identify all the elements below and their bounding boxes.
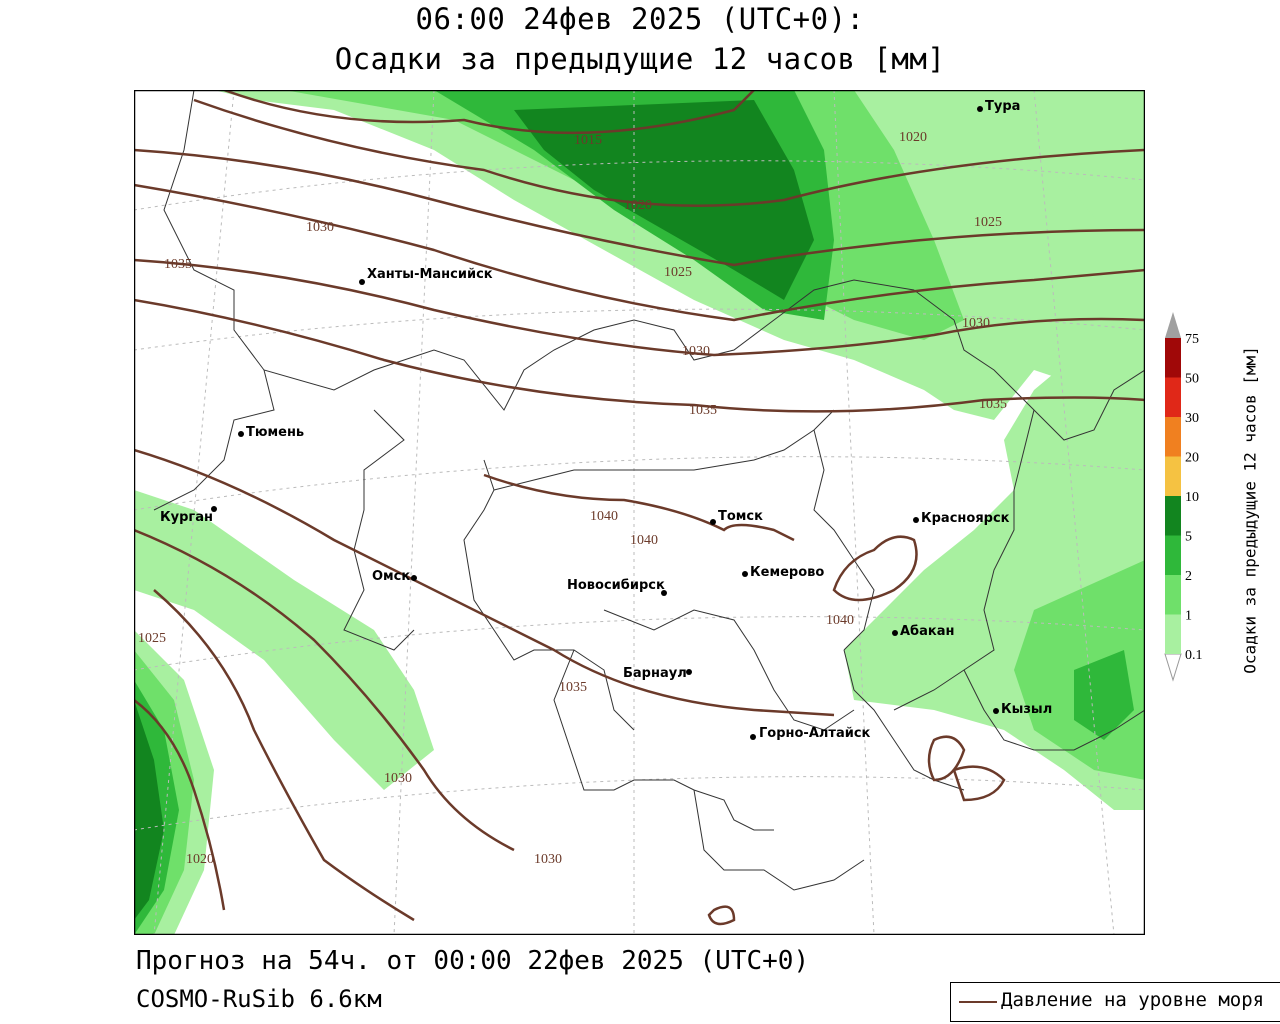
map-frame [134, 90, 1145, 935]
colorbar-segment [1165, 456, 1181, 496]
colorbar-segment [1165, 338, 1181, 378]
isobar-label: 1020 [624, 198, 652, 213]
colorbar-segment [1165, 496, 1181, 536]
city-label: Курган [160, 510, 213, 525]
precipitation-colorbar: 0.1 1 2 5 10 20 30 50 75 [1164, 312, 1203, 682]
colorbar-tick-label: 50 [1185, 372, 1199, 387]
map-title: 06:00 24фев 2025 (UTC+0): [415, 2, 865, 36]
graticule [134, 90, 1145, 935]
isobar-labels: 1015 1020 1020 1025 1025 1030 1030 1030 … [138, 130, 1007, 867]
isobar-label: 1040 [590, 509, 618, 524]
city-marker [359, 279, 365, 285]
precipitation-map: 1015 1020 1020 1025 1025 1030 1030 1030 … [134, 90, 1145, 935]
city-label: Томск [718, 509, 763, 524]
isobar-label: 1030 [962, 316, 990, 331]
precip-east-dark [1074, 650, 1134, 740]
region-borders [153, 90, 1145, 891]
isobar-label: 1030 [384, 771, 412, 786]
precip-band-darkest-north [514, 100, 814, 300]
colorbar-title: Осадки за предыдущие 12 часов [мм] [1240, 346, 1260, 674]
colorbar-tick-label: 5 [1185, 530, 1192, 545]
colorbar-tick-label: 1 [1185, 609, 1192, 624]
isobar-legend-label: Давление на уровне моря [1001, 989, 1265, 1011]
city-marker [892, 630, 898, 636]
colorbar-upper-triangle [1165, 312, 1181, 338]
isobar-label: 1025 [974, 215, 1002, 230]
isobar-label: 1040 [826, 613, 854, 628]
city-marker [750, 734, 756, 740]
colorbar-segment [1165, 575, 1181, 615]
map-subtitle: Осадки за предыдущие 12 часов [мм] [334, 42, 946, 76]
city-label: Тюмень [246, 425, 304, 440]
city-marker [411, 575, 417, 581]
isobars [134, 90, 1145, 926]
cities: Тура Ханты-Мансийск Тюмень Курган Омск Н… [160, 99, 1052, 741]
city-label: Кемерово [750, 565, 824, 580]
city-label: Абакан [900, 624, 955, 639]
precip-southwest-darkest [134, 700, 164, 920]
isobar-legend: Давление на уровне моря [950, 982, 1280, 1022]
colorbar-tick-labels: 0.1 1 2 5 10 20 30 50 75 [1185, 332, 1203, 663]
colorbar-tick-label: 10 [1185, 490, 1199, 505]
colorbar-segment [1165, 614, 1181, 654]
city-marker [977, 106, 983, 112]
isobar-label: 1035 [689, 403, 717, 418]
colorbar-tick-label: 0.1 [1185, 648, 1203, 663]
isobar-label: 1030 [682, 344, 710, 359]
city-label: Ханты-Мансийск [367, 267, 493, 282]
city-label: Горно-Алтайск [759, 726, 871, 741]
isobar-label: 1035 [559, 680, 587, 695]
isobar-label: 1025 [138, 631, 166, 646]
city-marker [742, 571, 748, 577]
colorbar-tick-label: 30 [1185, 411, 1199, 426]
isobar-label: 1030 [534, 852, 562, 867]
colorbar-tick-label: 75 [1185, 332, 1199, 347]
city-label: Омск [372, 569, 410, 584]
colorbar-tick-label: 2 [1185, 569, 1192, 584]
isobar-label: 1020 [186, 852, 214, 867]
city-label: Кызыл [1001, 702, 1052, 717]
city-marker [993, 708, 999, 714]
isobar-legend-line [959, 1001, 997, 1003]
forecast-info: Прогноз на 54ч. от 00:00 22фев 2025 (UTC… [136, 946, 810, 976]
model-name: COSMO-RuSib 6.6км [136, 985, 382, 1013]
city-marker [686, 669, 692, 675]
colorbar-lower-triangle [1164, 653, 1182, 682]
isobar-label: 1025 [664, 265, 692, 280]
isobar-label: 1040 [630, 533, 658, 548]
colorbar-tick-label: 20 [1185, 451, 1199, 466]
city-marker [710, 519, 716, 525]
isobar-label: 1020 [899, 130, 927, 145]
colorbar-segment [1165, 535, 1181, 575]
city-label: Красноярск [921, 511, 1010, 526]
city-label: Новосибирск [567, 578, 665, 593]
city-marker [211, 506, 217, 512]
colorbar-segments [1164, 312, 1182, 682]
city-label: Тура [985, 99, 1020, 114]
city-marker [661, 590, 667, 596]
isobar-label: 1030 [306, 220, 334, 235]
isobar-label: 1015 [574, 133, 602, 148]
city-marker [238, 431, 244, 437]
colorbar-segment [1165, 417, 1181, 457]
city-label: Барнаул [623, 666, 687, 681]
city-marker [913, 517, 919, 523]
colorbar-segment [1165, 377, 1181, 417]
isobar-label: 1035 [979, 397, 1007, 412]
isobar-label: 1035 [164, 257, 192, 272]
